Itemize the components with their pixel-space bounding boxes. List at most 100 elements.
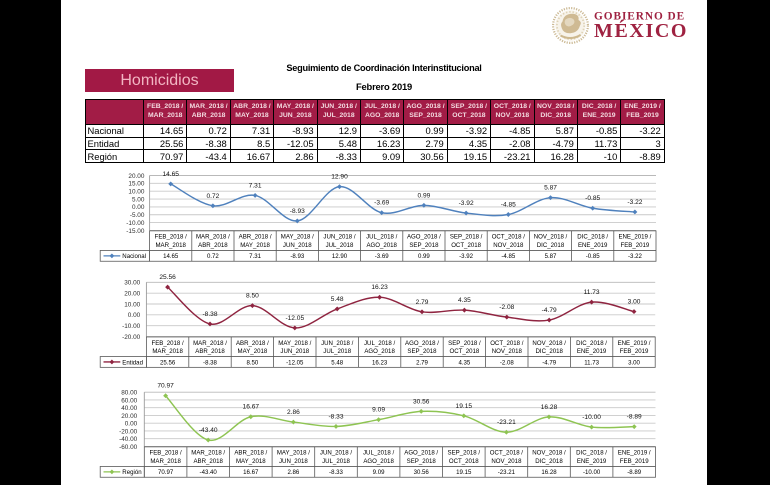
svg-text:-4.85: -4.85	[501, 202, 516, 209]
svg-text:12.90: 12.90	[332, 253, 348, 260]
svg-text:14.65: 14.65	[163, 253, 179, 260]
svg-text:30.56: 30.56	[414, 469, 430, 476]
svg-text:0.00: 0.00	[128, 312, 141, 319]
svg-text:GOBIERNO DE: GOBIERNO DE	[594, 11, 685, 23]
svg-text:-20.00: -20.00	[122, 334, 141, 341]
svg-text:OCT_2018 /: OCT_2018 /	[490, 450, 524, 457]
svg-text:NOV_2018: NOV_2018	[493, 242, 524, 249]
svg-text:0.99: 0.99	[417, 192, 430, 199]
svg-text:-10.00: -10.00	[583, 469, 601, 476]
svg-text:5.87: 5.87	[544, 185, 557, 192]
svg-text:-3.92: -3.92	[459, 200, 474, 207]
svg-text:JUN_2018 /: JUN_2018 /	[323, 234, 355, 241]
svg-text:19.15: 19.15	[456, 403, 473, 410]
svg-text:ENE_2019 /: ENE_2019 /	[618, 450, 651, 457]
svg-text:0.99: 0.99	[418, 253, 430, 260]
svg-text:-43.40: -43.40	[200, 469, 218, 476]
svg-text:-10.00: -10.00	[582, 414, 601, 421]
svg-text:-8.33: -8.33	[329, 469, 344, 476]
svg-text:JUN_2018: JUN_2018	[279, 458, 308, 465]
svg-text:-10.00: -10.00	[126, 220, 145, 227]
svg-text:-3.22: -3.22	[628, 253, 643, 260]
svg-text:4.35: 4.35	[458, 359, 470, 366]
svg-text:20.00: 20.00	[128, 173, 144, 180]
svg-text:Región: Región	[122, 469, 141, 476]
svg-text:-0.85: -0.85	[585, 195, 600, 202]
svg-text:-60.00: -60.00	[119, 444, 138, 451]
svg-text:0.72: 0.72	[207, 253, 219, 260]
svg-text:SEP_2018 /: SEP_2018 /	[448, 340, 481, 347]
svg-text:0.00: 0.00	[132, 204, 145, 211]
svg-text:9.09: 9.09	[373, 469, 385, 476]
svg-text:25.56: 25.56	[159, 274, 176, 281]
svg-text:OCT_2018 /: OCT_2018 /	[492, 234, 526, 241]
svg-text:60.00: 60.00	[121, 397, 137, 404]
svg-text:-8.89: -8.89	[627, 414, 642, 421]
svg-text:JUL_2018: JUL_2018	[323, 348, 351, 355]
svg-text:NOV_2018: NOV_2018	[492, 348, 523, 355]
svg-text:MAY_2018: MAY_2018	[236, 458, 266, 465]
svg-text:MAY_2018 /: MAY_2018 /	[278, 340, 311, 347]
svg-text:5.00: 5.00	[132, 196, 145, 203]
svg-text:5.48: 5.48	[331, 359, 343, 366]
svg-text:MAR_2018 /: MAR_2018 /	[193, 340, 227, 347]
svg-text:0.72: 0.72	[206, 193, 219, 200]
svg-text:ENE_2019: ENE_2019	[578, 242, 608, 249]
svg-text:MAY_2018: MAY_2018	[240, 242, 270, 249]
svg-text:MAR_2018: MAR_2018	[150, 458, 181, 465]
svg-text:30.00: 30.00	[124, 280, 140, 287]
svg-text:8.50: 8.50	[246, 293, 259, 300]
svg-text:-4.79: -4.79	[542, 307, 557, 314]
svg-text:20.00: 20.00	[124, 290, 140, 297]
svg-text:JUN_2018: JUN_2018	[283, 242, 312, 249]
svg-text:15.00: 15.00	[128, 181, 144, 188]
svg-text:-2.08: -2.08	[500, 359, 515, 366]
svg-text:JUL_2018 /: JUL_2018 /	[366, 234, 397, 241]
svg-text:MAY_2018: MAY_2018	[238, 348, 268, 355]
svg-text:FEB_2018 /: FEB_2018 /	[152, 340, 184, 347]
svg-text:25.56: 25.56	[160, 359, 176, 366]
svg-text:8.50: 8.50	[246, 359, 258, 366]
svg-text:3.00: 3.00	[628, 359, 640, 366]
svg-text:JUL_2018: JUL_2018	[326, 242, 354, 249]
svg-text:Nacional: Nacional	[122, 253, 146, 260]
svg-text:16.67: 16.67	[243, 469, 259, 476]
svg-text:MAR_2018 /: MAR_2018 /	[191, 450, 225, 457]
svg-text:OCT_2018: OCT_2018	[451, 242, 481, 249]
svg-text:JUN_2018 /: JUN_2018 /	[320, 450, 352, 457]
svg-text:FEB_2019: FEB_2019	[621, 242, 650, 249]
svg-text:JUL_2018: JUL_2018	[322, 458, 350, 465]
svg-text:-43.40: -43.40	[199, 427, 218, 434]
svg-text:2.79: 2.79	[416, 299, 429, 306]
svg-text:ENE_2019 /: ENE_2019 /	[618, 234, 651, 241]
svg-text:-8.89: -8.89	[627, 469, 642, 476]
svg-text:DIC_2018: DIC_2018	[535, 348, 563, 355]
svg-text:JUN_2018 /: JUN_2018 /	[321, 340, 353, 347]
svg-text:NOV_2018 /: NOV_2018 /	[532, 450, 566, 457]
svg-text:7.31: 7.31	[249, 182, 262, 189]
svg-text:2.86: 2.86	[287, 469, 299, 476]
svg-text:7.31: 7.31	[249, 253, 261, 260]
svg-text:ABR_2018 /: ABR_2018 /	[236, 340, 269, 347]
svg-text:OCT_2018 /: OCT_2018 /	[490, 340, 524, 347]
svg-text:MAR_2018: MAR_2018	[152, 348, 183, 355]
svg-text:5.87: 5.87	[545, 253, 557, 260]
svg-text:SEP_2018: SEP_2018	[407, 348, 437, 355]
svg-text:40.00: 40.00	[121, 405, 137, 412]
svg-text:DIC_2018 /: DIC_2018 /	[576, 340, 607, 347]
svg-text:SEP_2018 /: SEP_2018 /	[448, 450, 481, 457]
svg-text:10.00: 10.00	[124, 301, 140, 308]
svg-text:14.65: 14.65	[162, 171, 179, 178]
svg-text:9.09: 9.09	[372, 407, 385, 414]
svg-text:SEP_2018 /: SEP_2018 /	[450, 234, 483, 241]
svg-text:-3.69: -3.69	[374, 200, 389, 207]
svg-text:DIC_2018 /: DIC_2018 /	[576, 450, 607, 457]
svg-text:SEP_2018: SEP_2018	[407, 458, 437, 465]
svg-text:ABR_2018: ABR_2018	[195, 348, 225, 355]
svg-text:MAY_2018 /: MAY_2018 /	[277, 450, 310, 457]
svg-text:JUL_2018 /: JUL_2018 /	[364, 340, 395, 347]
svg-text:MAR_2018 /: MAR_2018 /	[196, 234, 230, 241]
svg-text:-12.05: -12.05	[285, 315, 304, 322]
svg-text:-2.08: -2.08	[499, 304, 514, 311]
svg-text:-8.38: -8.38	[203, 359, 218, 366]
